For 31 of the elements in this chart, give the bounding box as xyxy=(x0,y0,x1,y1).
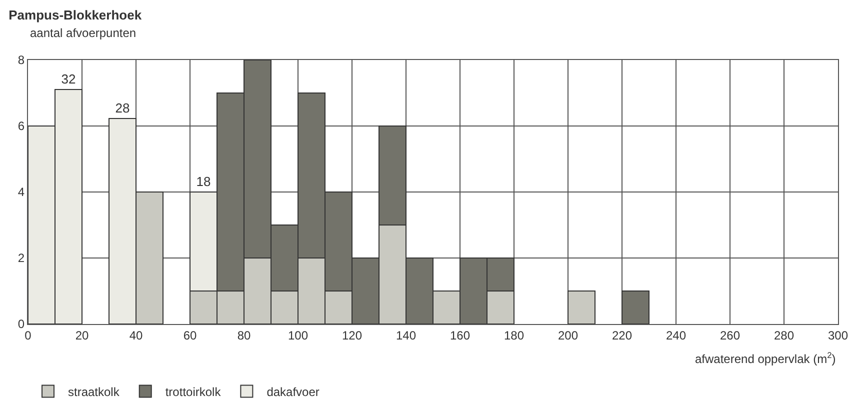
x-tick-label: 140 xyxy=(396,328,416,342)
bar xyxy=(568,290,596,324)
x-axis-title: afwaterend oppervlak (m$^{2}$) xyxy=(695,350,836,366)
y-tick-label: 0 xyxy=(18,317,25,332)
x-tick-label: 20 xyxy=(75,328,89,342)
y-tick-label: 2 xyxy=(18,251,25,266)
x-tick-label: 120 xyxy=(342,328,362,342)
x-tick-label: 80 xyxy=(237,328,251,342)
y-axis-title: aantal afvoerpunten xyxy=(30,26,136,40)
x-tick-label: 260 xyxy=(720,328,740,342)
bar xyxy=(622,290,650,324)
x-tick-label: 200 xyxy=(558,328,578,342)
x-tick-label: 180 xyxy=(504,328,524,342)
x-tick-label: 240 xyxy=(666,328,686,342)
chart-title: Pampus-Blokkerhoek xyxy=(8,8,142,23)
y-tick-label: 6 xyxy=(18,119,25,134)
x-tick-label: 220 xyxy=(612,328,632,342)
y-tick-label: 8 xyxy=(18,53,25,68)
x-tick-label: 40 xyxy=(129,328,143,342)
x-tick-label: 280 xyxy=(774,328,794,342)
data-label: 28 xyxy=(115,100,130,116)
data-label: 18 xyxy=(196,174,211,189)
legend-label: straatkolk xyxy=(68,384,120,399)
x-tick-label: 300 xyxy=(828,328,848,342)
x-tick-label: 60 xyxy=(183,328,197,342)
legend-label: dakafvoer xyxy=(266,384,320,399)
data-label: 32 xyxy=(61,71,76,86)
y-tick-label: 4 xyxy=(18,185,25,200)
x-tick-label: 100 xyxy=(288,328,308,342)
legend-label: trottoirkolk xyxy=(165,384,222,399)
x-tick-label: 160 xyxy=(450,328,470,342)
